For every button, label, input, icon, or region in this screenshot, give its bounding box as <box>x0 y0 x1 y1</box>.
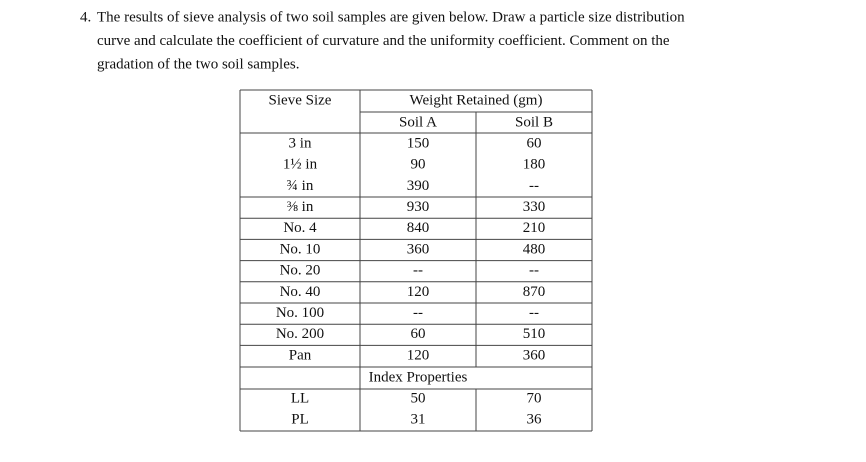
table-cell: 3 in <box>289 135 312 151</box>
table-cell: 90 <box>411 157 426 173</box>
table-cell: Pan <box>289 347 312 363</box>
table-cell: No. 100 <box>276 305 324 321</box>
table-cell: -- <box>413 263 423 279</box>
table-cell: -- <box>529 263 539 279</box>
table-cell: 60 <box>527 135 542 151</box>
table-cell: 510 <box>523 326 546 342</box>
table-cell: 150 <box>407 135 430 151</box>
table-cell: 50 <box>411 390 426 406</box>
table-cell: 1½ in <box>283 157 318 173</box>
table-cell: 180 <box>523 157 546 173</box>
table-cell: No. 200 <box>276 326 324 342</box>
table-cell: 120 <box>407 284 430 300</box>
table-cell: No. 20 <box>280 263 321 279</box>
table-cell: 390 <box>407 178 430 194</box>
header-cell: Soil A <box>399 114 437 130</box>
table-cell: 930 <box>407 199 430 215</box>
table-cell: 480 <box>523 241 546 257</box>
table-cell: 31 <box>411 411 426 427</box>
table-cell: 360 <box>523 347 546 363</box>
table-cell: 36 <box>527 411 543 427</box>
table-cell: 70 <box>527 390 542 406</box>
table-cell: ¾ in <box>287 178 314 194</box>
question-line: gradation of the two soil samples. <box>97 56 299 72</box>
table-cell: 870 <box>523 284 546 300</box>
table-cell: No. 4 <box>283 220 317 236</box>
question-number: 4. <box>80 9 91 25</box>
table-cell: LL <box>291 390 309 406</box>
table-cell: ⅜ in <box>287 199 314 215</box>
table-cell: 120 <box>407 347 430 363</box>
header-cell: Weight Retained (gm) <box>410 92 543 108</box>
table-cell: 360 <box>407 241 430 257</box>
table-cell: PL <box>291 411 309 427</box>
table-cell: -- <box>529 178 539 194</box>
table-cell: -- <box>529 305 539 321</box>
header-cell: Sieve Size <box>269 92 332 108</box>
table-cell: 60 <box>411 326 426 342</box>
table-cell: -- <box>413 305 423 321</box>
question-line: curve and calculate the coefficient of c… <box>97 33 670 49</box>
table-cell: 330 <box>523 199 546 215</box>
section-cell: Index Properties <box>369 369 468 385</box>
table-cell: 840 <box>407 220 430 236</box>
table-cell: No. 40 <box>280 284 321 300</box>
header-cell: Soil B <box>515 114 553 130</box>
question-line: The results of sieve analysis of two soi… <box>97 9 685 25</box>
table-cell: No. 10 <box>280 241 321 257</box>
table-cell: 210 <box>523 220 546 236</box>
